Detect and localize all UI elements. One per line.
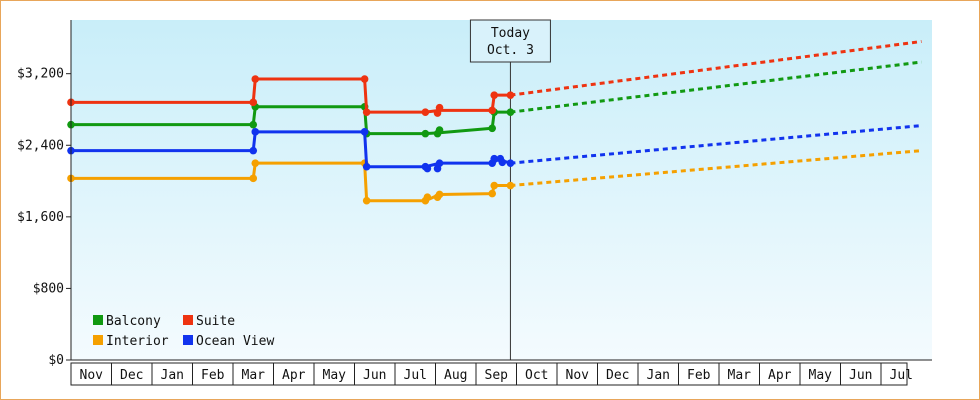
ocean-view-point [435,159,444,167]
month-label: Feb [687,368,711,383]
today-label: Today [491,26,530,41]
month-label: May [323,368,347,383]
today-date-label: Oct. 3 [487,43,534,58]
month-label: Apr [282,368,306,383]
ocean-view-point [251,128,260,136]
y-tick-label: $0 [48,353,64,368]
y-tick-label: $800 [33,281,64,296]
y-tick-label: $2,400 [17,138,64,153]
interior-point [423,193,432,201]
suite-point [360,75,369,83]
balcony-history-line [71,105,511,136]
interior-point [488,189,497,198]
balcony-point [421,129,430,138]
balcony-point [249,120,258,129]
month-strip [70,362,908,386]
month-label: Jul [404,368,427,383]
balcony-forecast-line [510,60,922,114]
interior-point [362,196,371,205]
month-label: Jul [890,368,913,383]
interior-point [490,181,499,190]
ocean-view-point [498,158,507,167]
legend-label-suite: Suite [196,314,235,329]
legend-swatch-ocean-view [183,335,193,345]
month-label: Aug [444,368,467,383]
balcony-point [435,126,444,134]
ocean-view-point [423,164,432,173]
y-tick-label: $3,200 [17,67,64,82]
month-label: Dec [606,368,629,383]
ocean-view-point [506,159,515,167]
month-label: Mar [728,368,752,383]
suite-point [251,75,260,83]
interior-forecast-line [510,149,922,188]
ocean-view-point [360,128,369,136]
plot-background [71,20,932,360]
interior-point [251,159,260,167]
month-label: Jan [647,368,670,383]
ocean-view-point [490,154,499,163]
interior-history-line [71,161,511,203]
ocean-view-point [362,162,371,171]
month-label: Jan [161,368,184,383]
month-label: Oct [525,368,548,383]
month-label: Nov [566,368,590,383]
month-label: Nov [80,368,104,383]
suite-point [488,106,497,115]
month-label: Sep [485,368,509,383]
interior-point [506,181,515,190]
month-label: May [809,368,833,383]
ocean-view-point [249,146,258,155]
suite-point [435,103,444,112]
legend-swatch-interior [93,335,103,345]
today-box [469,19,551,63]
suite-history-line [71,77,511,114]
interior-point [435,190,444,199]
month-label: Mar [242,368,266,383]
y-tick-label: $1,600 [17,210,64,225]
suite-point [362,108,371,116]
legend-label-balcony: Balcony [106,314,161,329]
interior-point [249,174,258,183]
suite-point [249,98,258,107]
legend-swatch-balcony [93,315,103,325]
month-label: Jun [849,368,872,383]
balcony-point [488,124,497,133]
legend-swatch-suite [183,315,193,325]
legend-label-ocean-view: Ocean View [196,334,274,349]
suite-forecast-line [510,39,922,97]
month-label: Dec [120,368,143,383]
ocean-view-forecast-line [510,124,922,165]
legend-label-interior: Interior [106,334,169,349]
suite-point [506,91,515,99]
month-label: Apr [768,368,792,383]
suite-point [490,91,499,99]
month-label: Jun [363,368,386,383]
suite-point [421,108,430,116]
balcony-point [506,108,515,116]
month-label: Feb [201,368,225,383]
